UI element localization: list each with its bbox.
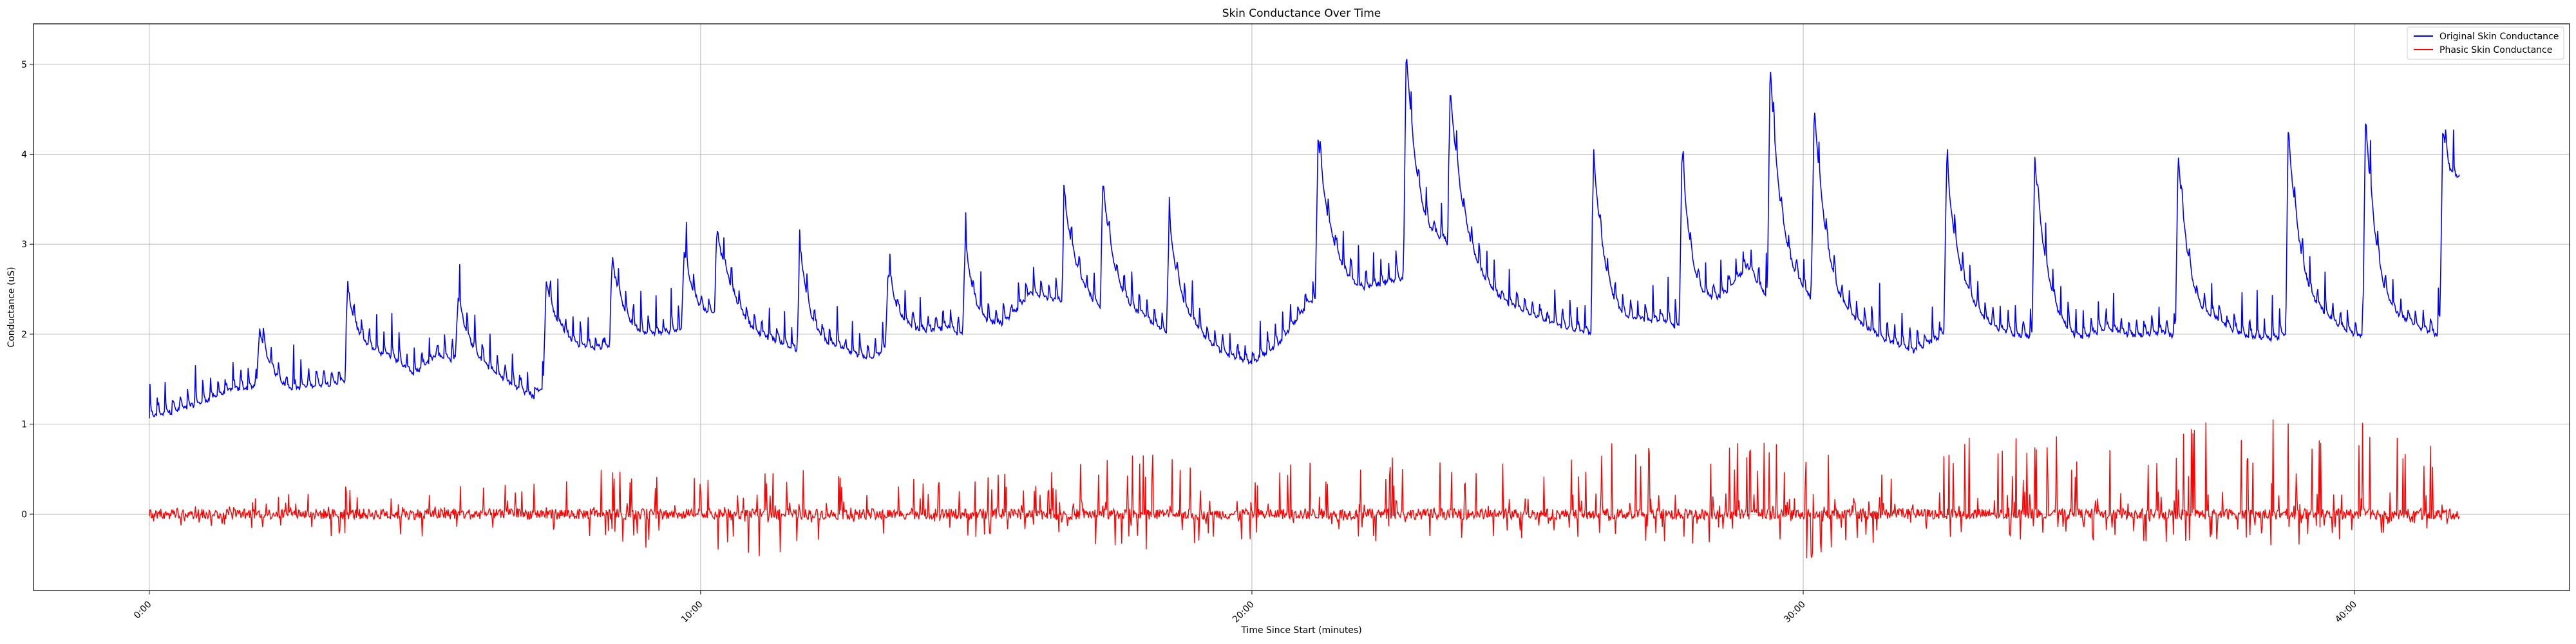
y-tick-label: 0: [21, 509, 27, 520]
y-tick-label: 2: [21, 330, 27, 340]
y-tick-label: 4: [21, 150, 27, 160]
y-tick-label: 1: [21, 420, 27, 430]
series-original-line: [149, 59, 2460, 419]
y-tick-label: 3: [21, 240, 27, 250]
y-tick-label: 5: [21, 60, 27, 70]
chart-title: Skin Conductance Over Time: [1222, 7, 1381, 20]
legend-box: [2407, 26, 2564, 60]
series-lines: [149, 59, 2460, 558]
legend: Original Skin Conductance Phasic Skin Co…: [2407, 26, 2564, 60]
plot-frame: [33, 23, 2570, 591]
y-axis-label: Conductance (uS): [6, 267, 17, 347]
legend-label-original: Original Skin Conductance: [2439, 32, 2559, 42]
plot-area: [33, 24, 2570, 591]
x-axis-label: Time Since Start (minutes): [1240, 625, 1361, 636]
series-phasic-line: [149, 419, 2460, 558]
legend-label-phasic: Phasic Skin Conductance: [2439, 45, 2552, 55]
